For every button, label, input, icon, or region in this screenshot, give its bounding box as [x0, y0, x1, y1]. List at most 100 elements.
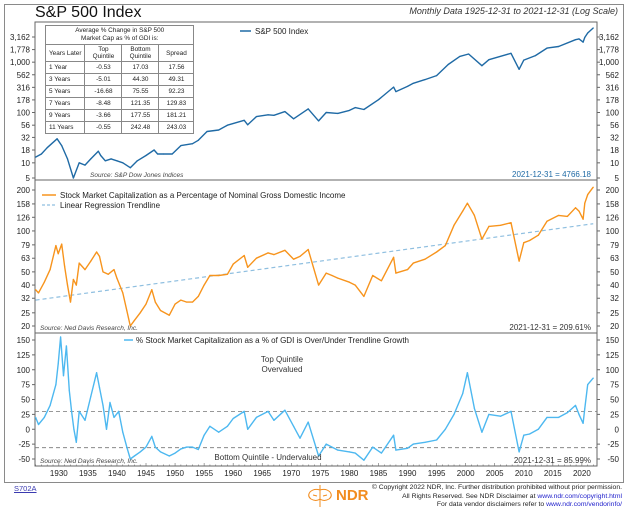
table-cell: 121.35: [121, 97, 160, 110]
data-point: [473, 214, 475, 217]
data-point: [186, 301, 188, 303]
data-point: [107, 273, 109, 275]
y-tick-label-left: 25: [21, 410, 30, 419]
data-point: [584, 36, 586, 39]
data-point: [546, 220, 548, 222]
data-point: [126, 309, 128, 312]
table-header: Top Quintile: [84, 44, 123, 62]
y-tick-label-right: 125: [606, 351, 620, 360]
y-tick-label-left: 125: [17, 351, 31, 360]
vendor-info-link[interactable]: www.ndr.com/vendorinfo/: [546, 501, 622, 509]
data-point: [395, 272, 397, 274]
y-tick-label-right: 50: [610, 268, 619, 277]
y-tick-label-right: 50: [610, 396, 619, 405]
x-tick-label: 2020: [573, 469, 591, 478]
y-tick-label-right: 79: [610, 241, 619, 250]
data-point: [109, 401, 111, 404]
data-point: [122, 431, 124, 433]
data-point: [444, 245, 446, 247]
table-cell: 17.03: [121, 61, 160, 74]
table-caption-line1: Average % Change in S&P 500: [75, 27, 165, 34]
y-tick-label-right: 25: [610, 309, 619, 318]
y-tick-label-left: 158: [17, 200, 31, 209]
data-point: [84, 419, 86, 421]
data-point: [558, 214, 560, 217]
data-point: [488, 413, 490, 415]
data-point: [412, 443, 414, 445]
data-point: [218, 274, 220, 277]
y-tick-label-left: 32: [21, 294, 30, 303]
data-point: [459, 55, 461, 58]
data-point: [406, 268, 409, 271]
data-point: [558, 45, 560, 48]
copyright-link[interactable]: www.ndr.com/copyright.html: [537, 492, 622, 500]
table-cell: 242.48: [121, 121, 160, 134]
data-point: [122, 162, 124, 164]
data-point: [348, 451, 351, 453]
data-point: [75, 441, 77, 443]
annotation-overvalued: Overvalued: [262, 365, 303, 374]
y-tick-label-right: 32: [610, 294, 619, 303]
data-point: [499, 224, 502, 226]
data-point: [206, 130, 208, 133]
y-tick-label-left: -50: [18, 455, 30, 464]
data-point: [284, 409, 286, 411]
table-cell: 92.23: [158, 85, 195, 98]
copyright-line1: © Copyright 2022 NDR, Inc. Further distr…: [371, 484, 622, 491]
data-point: [592, 186, 594, 188]
data-point: [110, 158, 112, 160]
chart-id-link[interactable]: S702A: [14, 484, 37, 493]
data-point: [61, 243, 63, 245]
data-point: [102, 404, 104, 407]
data-point: [462, 392, 464, 395]
data-point: [113, 268, 115, 271]
data-point: [293, 258, 295, 260]
x-tick-label: 2015: [544, 469, 562, 478]
y-tick-label-left: 79: [21, 241, 30, 250]
data-point: [587, 384, 589, 386]
data-point: [307, 248, 309, 251]
data-point: [318, 284, 320, 286]
data-point: [174, 303, 176, 305]
data-point: [159, 309, 162, 312]
quintile-table: Average % Change in S&P 500 Market Cap as…: [44, 25, 195, 134]
chart-frame: [4, 4, 624, 483]
data-point: [209, 274, 211, 277]
data-point: [96, 251, 98, 253]
legend-label-spx: S&P 500 Index: [255, 27, 308, 36]
data-point: [284, 249, 286, 251]
y-tick-label-right: 150: [606, 336, 620, 345]
data-point: [510, 52, 512, 54]
legend-label-trendline: Linear Regression Trendline: [60, 201, 161, 210]
data-point: [395, 449, 397, 451]
data-point: [68, 389, 70, 392]
data-point: [72, 278, 74, 281]
y-tick-label-left: 126: [17, 213, 31, 222]
y-tick-label-right: 100: [606, 227, 620, 236]
data-point: [348, 109, 351, 112]
data-point: [444, 428, 446, 430]
last-value-label: 2021-12-31 = 85.99%: [514, 456, 591, 465]
data-point: [49, 404, 51, 407]
data-point: [57, 253, 59, 255]
y-tick-label-right: 32: [610, 133, 619, 142]
x-tick-label: 1995: [428, 469, 446, 478]
data-point: [145, 446, 147, 448]
data-point: [56, 138, 58, 140]
x-tick-label: 1990: [399, 469, 417, 478]
data-point: [518, 260, 520, 262]
y-tick-label-right: 20: [610, 322, 619, 331]
data-point: [325, 272, 327, 274]
data-point: [363, 459, 365, 461]
y-tick-label-right: 40: [610, 281, 619, 290]
y-tick-label-left: 100: [17, 109, 31, 118]
source-note: Source: Ned Davis Research, Inc.: [40, 325, 138, 332]
data-point: [69, 301, 72, 303]
data-point: [34, 289, 37, 291]
table-cell: 177.55: [121, 109, 160, 122]
y-tick-label-right: 1,778: [599, 46, 620, 55]
data-point: [133, 455, 135, 457]
data-point: [255, 257, 258, 259]
y-tick-label-left: 18: [21, 146, 30, 155]
y-tick-label-right: 562: [606, 71, 620, 80]
